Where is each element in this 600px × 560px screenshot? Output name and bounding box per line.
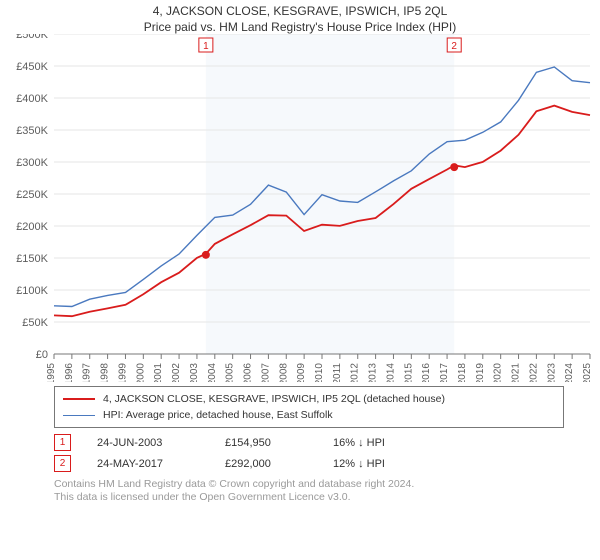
attribution-line: Contains HM Land Registry data © Crown c… [54,478,564,491]
sale-price: £154,950 [225,437,315,449]
sale-point [202,251,210,259]
x-tick-label: 1996 [64,363,75,382]
x-tick-label: 2004 [207,363,218,382]
legend-label-blue: HPI: Average price, detached house, East… [103,407,333,423]
x-tick-label: 2019 [475,363,486,382]
x-tick-label: 2003 [189,363,200,382]
footer: 1 24-JUN-2003 £154,950 16% ↓ HPI 2 24-MAY-201… [54,434,564,504]
sale-marker-number: 1 [203,41,209,52]
y-tick-label: £500K [16,34,48,41]
legend-swatch-blue [63,415,95,416]
x-tick-label: 1995 [46,363,57,382]
y-tick-label: £400K [16,93,48,105]
y-tick-label: £0 [36,349,48,361]
sale-point [450,163,458,171]
x-tick-label: 2001 [153,363,164,382]
x-tick-label: 2022 [528,363,539,382]
x-tick-label: 2002 [171,363,182,382]
x-tick-label: 2011 [332,363,343,382]
x-tick-label: 2009 [296,363,307,382]
legend-item-blue: HPI: Average price, detached house, East… [63,407,555,423]
x-tick-label: 2007 [260,363,271,382]
x-tick-label: 2025 [582,363,593,382]
sale-marker-number: 2 [451,41,457,52]
sale-marker-row: 2 24-MAY-2017 £292,000 12% ↓ HPI [54,455,564,472]
y-tick-label: £450K [16,61,48,73]
x-tick-label: 2000 [135,363,146,382]
y-tick-label: £100K [16,285,48,297]
attribution-line: This data is licensed under the Open Gov… [54,491,564,504]
x-tick-label: 2021 [511,363,522,382]
chart-subtitle: Price paid vs. HM Land Registry's House … [0,20,600,34]
x-tick-label: 2010 [314,363,325,382]
x-tick-label: 2012 [350,363,361,382]
x-tick-label: 2017 [439,363,450,382]
y-tick-label: £50K [22,317,48,329]
x-tick-label: 2015 [403,363,414,382]
x-tick-label: 2006 [243,363,254,382]
legend-item-red: 4, JACKSON CLOSE, KESGRAVE, IPSWICH, IP5… [63,391,555,407]
legend-swatch-red [63,398,95,400]
y-tick-label: £250K [16,189,48,201]
chart-title: 4, JACKSON CLOSE, KESGRAVE, IPSWICH, IP5… [0,4,600,18]
x-tick-label: 2014 [385,363,396,382]
sale-price: £292,000 [225,458,315,470]
sale-marker-footer-box: 2 [54,455,71,472]
sale-marker-footer-box: 1 [54,434,71,451]
x-tick-label: 1998 [100,363,111,382]
x-tick-label: 2020 [493,363,504,382]
sale-delta: 12% ↓ HPI [333,458,453,470]
x-tick-label: 2024 [564,363,575,382]
x-tick-label: 2008 [278,363,289,382]
line-chart-svg: £0 £50K £100K £150K £200K £250K £300K £350K £400… [0,34,600,382]
legend-label-red: 4, JACKSON CLOSE, KESGRAVE, IPSWICH, IP5… [103,391,445,407]
x-tick-label: 2005 [225,363,236,382]
legend: 4, JACKSON CLOSE, KESGRAVE, IPSWICH, IP5… [54,386,564,428]
x-tick-label: 2018 [457,363,468,382]
y-tick-label: £200K [16,221,48,233]
chart-area: £0 £50K £100K £150K £200K £250K £300K £350K £400… [0,34,600,382]
y-tick-label: £300K [16,157,48,169]
y-tick-label: £150K [16,253,48,265]
chart-title-block: 4, JACKSON CLOSE, KESGRAVE, IPSWICH, IP5… [0,0,600,34]
x-tick-label: 1997 [82,363,93,382]
x-tick-label: 2023 [546,363,557,382]
x-tick-label: 2016 [421,363,432,382]
attribution: Contains HM Land Registry data © Crown c… [54,478,564,504]
y-tick-label: £350K [16,125,48,137]
sale-date: 24-JUN-2003 [97,437,207,449]
sale-marker-row: 1 24-JUN-2003 £154,950 16% ↓ HPI [54,434,564,451]
sale-delta: 16% ↓ HPI [333,437,453,449]
sale-date: 24-MAY-2017 [97,458,207,470]
x-tick-label: 1999 [117,363,128,382]
x-tick-label: 2013 [368,363,379,382]
